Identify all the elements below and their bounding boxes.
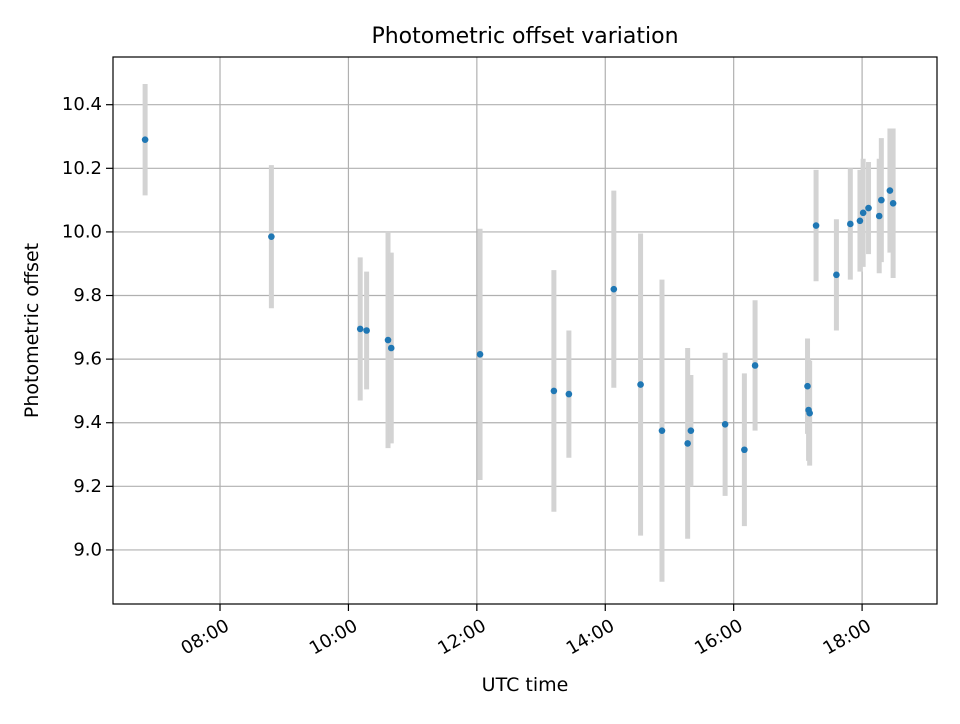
data-point <box>356 325 364 333</box>
y-tick-label: 10.0 <box>62 221 102 242</box>
data-point <box>721 421 729 428</box>
data-point <box>889 199 897 207</box>
y-tick-label: 9.2 <box>73 476 102 497</box>
data-point <box>658 427 666 434</box>
data-point <box>875 212 883 220</box>
data-point <box>859 209 867 217</box>
data-point <box>141 136 149 143</box>
point-layer <box>141 136 897 454</box>
y-tick-label: 9.0 <box>73 539 102 560</box>
data-point <box>550 387 558 395</box>
data-point <box>363 327 370 334</box>
chart-title: Photometric offset variation <box>371 24 678 49</box>
y-tick-label: 9.4 <box>73 412 102 433</box>
data-point <box>833 271 840 279</box>
y-axis-label: Photometric offset <box>21 243 43 418</box>
y-tick-label: 10.4 <box>62 94 102 115</box>
data-point <box>804 382 811 390</box>
y-tick-label: 9.6 <box>73 349 102 370</box>
x-axis-label: UTC time <box>482 674 569 696</box>
data-point <box>387 344 395 352</box>
y-tick-label: 10.2 <box>62 158 102 179</box>
data-point <box>637 381 644 388</box>
data-point <box>856 217 864 225</box>
data-point <box>687 427 695 434</box>
plot-frame <box>112 56 938 605</box>
data-point <box>476 351 484 358</box>
data-point <box>565 390 573 398</box>
data-point <box>865 204 872 212</box>
data-point <box>806 409 813 417</box>
data-point <box>812 222 820 229</box>
grid-layer <box>113 57 937 604</box>
data-point <box>741 446 748 454</box>
data-point <box>751 362 759 369</box>
data-point <box>878 196 885 204</box>
data-point <box>886 187 894 194</box>
data-point <box>684 440 691 447</box>
data-point <box>384 336 392 344</box>
y-tick-label: 9.8 <box>73 285 102 306</box>
data-point <box>610 285 618 293</box>
data-point <box>268 233 275 240</box>
data-point <box>847 220 854 228</box>
